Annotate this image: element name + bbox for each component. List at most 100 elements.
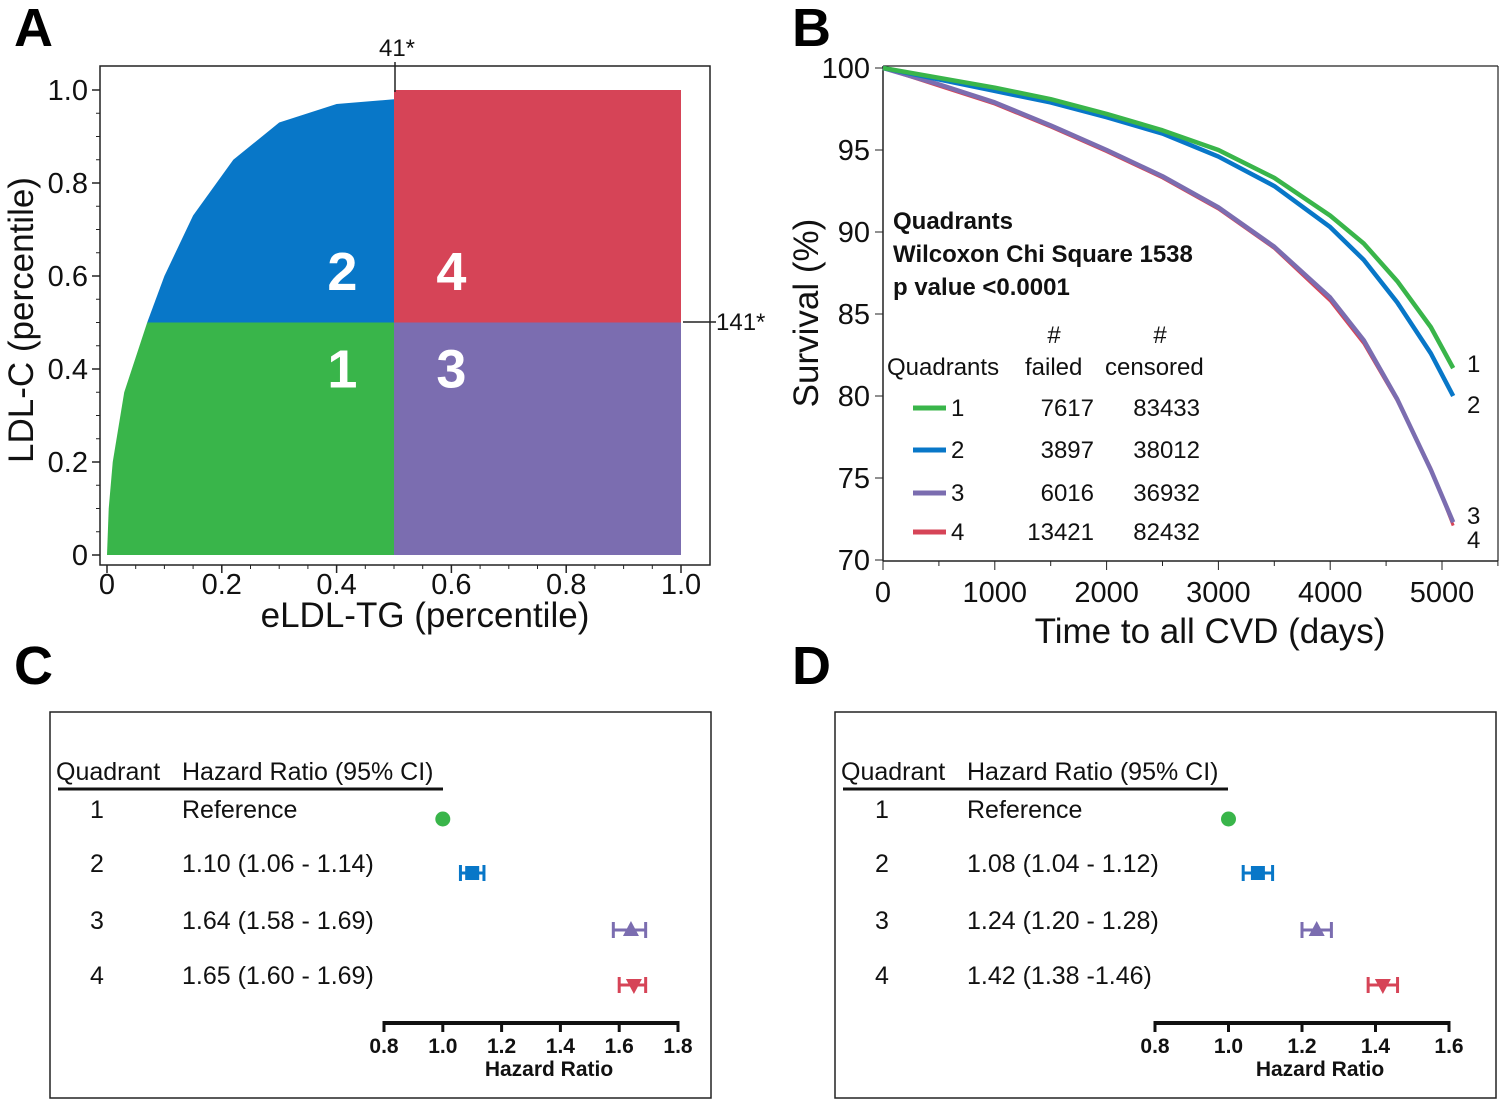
x-tick-label: 1.4 bbox=[1361, 1035, 1391, 1058]
row-hazard-ratio: 1.65 (1.60 - 1.69) bbox=[182, 962, 374, 990]
x-tick-label: 5000 bbox=[1410, 577, 1475, 609]
legend-failed: 6016 bbox=[1041, 480, 1094, 507]
quadrant-1-points bbox=[107, 322, 394, 555]
marker-triangle-down bbox=[1374, 979, 1391, 994]
row-hazard-ratio: 1.24 (1.20 - 1.28) bbox=[967, 907, 1159, 935]
x-tick-label: 1.6 bbox=[605, 1035, 634, 1058]
y-tick-label: 90 bbox=[838, 217, 870, 249]
panel-c-forest: Quadrant Hazard Ratio (95% CI) 1 Reference 2… bbox=[49, 711, 712, 1099]
x-tick-label: 1.0 bbox=[1214, 1035, 1243, 1058]
row-hazard-ratio: Reference bbox=[967, 796, 1082, 824]
marker-square bbox=[465, 866, 480, 880]
row-hazard-ratio: Reference bbox=[182, 796, 297, 824]
x-tick-label: 0.4 bbox=[316, 569, 356, 601]
y-tick-label: 85 bbox=[838, 299, 870, 331]
curve-end-label-1: 1 bbox=[1467, 351, 1480, 378]
panel-label-b: B bbox=[792, 0, 831, 58]
hash-failed: # bbox=[1047, 322, 1061, 349]
panel-frame bbox=[834, 711, 1497, 1099]
row-quadrant: 2 bbox=[875, 850, 889, 878]
x-tick-label: 0.8 bbox=[1140, 1035, 1170, 1058]
row-quadrant: 3 bbox=[90, 907, 104, 935]
hash-censored: # bbox=[1153, 322, 1167, 349]
legend-censored: 36932 bbox=[1133, 480, 1200, 507]
quadrant-2-points bbox=[147, 99, 394, 323]
y-axis-title: LDL-C (percentile) bbox=[2, 177, 41, 463]
marker-triangle-up bbox=[622, 921, 639, 936]
row-quadrant: 3 bbox=[875, 907, 889, 935]
quadrant-label-2: 2 bbox=[327, 242, 357, 302]
legend-header-quadrants: Quadrants bbox=[887, 354, 999, 381]
annotation-line: p value <0.0001 bbox=[893, 274, 1070, 301]
legend-quadrant: 2 bbox=[951, 437, 964, 464]
x-tick-label: 4000 bbox=[1298, 577, 1363, 609]
y-tick-label: 70 bbox=[838, 545, 870, 577]
x-tick-label: 0.8 bbox=[369, 1035, 399, 1058]
x-tick-label: 1.0 bbox=[661, 569, 701, 601]
x-axis-title: Hazard Ratio bbox=[1256, 1058, 1384, 1081]
row-quadrant: 2 bbox=[90, 850, 104, 878]
y-tick-label: 75 bbox=[838, 463, 870, 495]
survival-curve-3 bbox=[882, 65, 1456, 524]
x-tick-label: 2000 bbox=[1074, 577, 1139, 609]
y-tick-label: 100 bbox=[822, 53, 870, 85]
legend-failed: 7617 bbox=[1041, 395, 1094, 422]
x-tick-label: 0.6 bbox=[431, 569, 471, 601]
marker-circle bbox=[435, 811, 451, 827]
row-quadrant: 1 bbox=[875, 796, 889, 824]
y-tick-label: 0 bbox=[72, 540, 88, 572]
marker-circle bbox=[1221, 811, 1236, 827]
plot-frame bbox=[99, 65, 711, 566]
x-tick-label: 0 bbox=[875, 577, 891, 609]
row-hazard-ratio: 1.08 (1.04 - 1.12) bbox=[967, 850, 1159, 878]
row-quadrant: 4 bbox=[875, 962, 889, 990]
quadrant-label-4: 4 bbox=[436, 242, 466, 302]
x-axis-title: Time to all CVD (days) bbox=[1035, 612, 1386, 651]
annotation-line: Quadrants bbox=[893, 208, 1013, 235]
y-tick-label: 0.8 bbox=[48, 168, 88, 200]
survival-curve-2 bbox=[882, 65, 1456, 398]
x-axis-title: eLDL-TG (percentile) bbox=[261, 596, 590, 635]
legend-censored: 38012 bbox=[1133, 437, 1200, 464]
legend-header-censored: censored bbox=[1105, 354, 1204, 381]
y-tick-label: 0.6 bbox=[48, 261, 88, 293]
row-hazard-ratio: 1.42 (1.38 -1.46) bbox=[967, 962, 1152, 990]
y-tick-label: 0.2 bbox=[48, 447, 88, 479]
legend-quadrant: 1 bbox=[951, 395, 964, 422]
quadrant-label-3: 3 bbox=[436, 340, 466, 400]
x-axis-title: Hazard Ratio bbox=[485, 1058, 613, 1081]
header-quadrant: Quadrant bbox=[841, 758, 945, 786]
curve-end-label-4: 4 bbox=[1467, 527, 1480, 554]
y-axis-title: Survival (%) bbox=[787, 219, 826, 408]
legend-failed: 3897 bbox=[1041, 437, 1094, 464]
legend-quadrant: 4 bbox=[951, 519, 964, 546]
panel-d-forest: Quadrant Hazard Ratio (95% CI) 1 Reference 2… bbox=[834, 711, 1497, 1099]
legend-censored: 83433 bbox=[1133, 395, 1200, 422]
legend-header-failed: failed bbox=[1025, 354, 1082, 381]
marker-square bbox=[1250, 866, 1265, 880]
panel-frame bbox=[49, 711, 712, 1099]
x-tick-label: 0.2 bbox=[202, 569, 242, 601]
legend-quadrant: 3 bbox=[951, 480, 964, 507]
row-quadrant: 1 bbox=[90, 796, 104, 824]
row-hazard-ratio: 1.10 (1.06 - 1.14) bbox=[182, 850, 374, 878]
curve-end-label-3: 3 bbox=[1467, 503, 1480, 530]
y-tick-label: 1.0 bbox=[48, 75, 88, 107]
y-tick-label: 80 bbox=[838, 381, 870, 413]
quadrant-label-1: 1 bbox=[327, 340, 357, 400]
x-tick-label: 1.6 bbox=[1434, 1035, 1463, 1058]
header-hazard-ratio: Hazard Ratio (95% CI) bbox=[967, 758, 1218, 786]
cutoff-x-label: 41* bbox=[379, 35, 415, 62]
x-tick-label: 1000 bbox=[963, 577, 1028, 609]
marker-triangle-up bbox=[1308, 921, 1325, 936]
x-tick-label: 1.2 bbox=[487, 1035, 516, 1058]
panel-label-a: A bbox=[14, 0, 53, 58]
annotation-line: Wilcoxon Chi Square 1538 bbox=[893, 241, 1193, 268]
quadrant-4-points bbox=[394, 90, 681, 323]
curve-end-label-2: 2 bbox=[1467, 392, 1480, 419]
panel-label-c: C bbox=[14, 636, 53, 696]
survival-curve-1 bbox=[882, 65, 1456, 370]
header-hazard-ratio: Hazard Ratio (95% CI) bbox=[182, 758, 433, 786]
legend-failed: 13421 bbox=[1027, 519, 1094, 546]
